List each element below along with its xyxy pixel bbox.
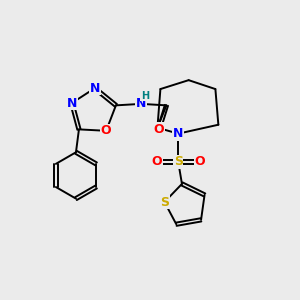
Text: N: N <box>136 98 146 110</box>
Text: O: O <box>194 155 205 168</box>
Text: N: N <box>173 127 183 140</box>
Text: S: S <box>174 155 183 168</box>
Text: N: N <box>67 97 77 110</box>
Text: O: O <box>152 155 162 168</box>
Text: O: O <box>101 124 112 137</box>
Text: H: H <box>141 91 149 100</box>
Text: O: O <box>154 123 164 136</box>
Text: S: S <box>160 196 169 208</box>
Text: N: N <box>90 82 100 95</box>
